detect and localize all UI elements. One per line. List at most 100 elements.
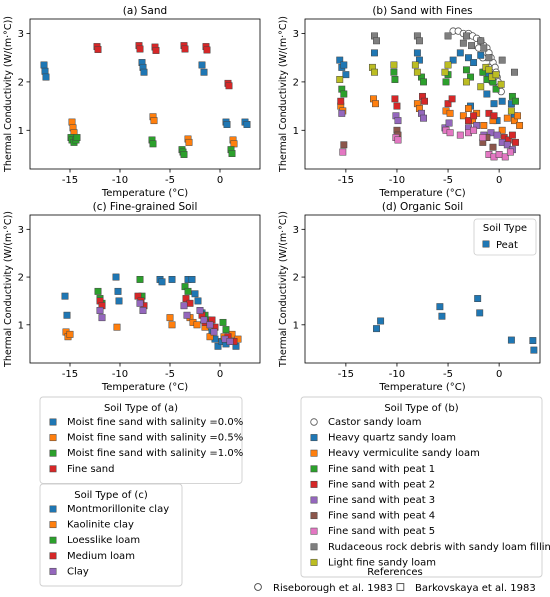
- x-tick-label: -10: [112, 369, 128, 380]
- data-point: [485, 54, 493, 62]
- data-point: [390, 61, 398, 69]
- legend-marker: [310, 543, 318, 551]
- data-point: [530, 346, 538, 354]
- legend-label: Castor sandy loam: [328, 417, 422, 428]
- data-point: [445, 119, 453, 127]
- legend-label: Montmorillonite clay: [67, 504, 169, 515]
- data-point: [514, 112, 521, 120]
- x-tick-label: -10: [389, 175, 405, 186]
- data-point: [479, 134, 487, 141]
- reference-label: Riseborough et al. 1983: [273, 583, 393, 594]
- data-point: [511, 68, 518, 76]
- data-point: [139, 307, 147, 314]
- data-point: [456, 131, 464, 139]
- data-point: [198, 61, 206, 69]
- x-tick-label: -15: [62, 369, 78, 380]
- data-point: [474, 295, 482, 302]
- chart-panel-0: -15 -10 -5 0 1 2 3 (a) Sand Temperature (°C) Ther…: [3, 5, 261, 199]
- legend-frame: [300, 396, 543, 578]
- chart-title: (c) Fine-grained Soil: [93, 201, 198, 213]
- legend-label: Kaolinite clay: [67, 520, 134, 531]
- data-point: [503, 114, 511, 122]
- data-point: [136, 45, 144, 53]
- data-point: [438, 312, 446, 320]
- data-point: [68, 118, 76, 126]
- series-1: [68, 113, 238, 148]
- data-point: [495, 151, 503, 158]
- data-point: [490, 112, 498, 120]
- legend-marker: [310, 465, 318, 473]
- legend-marker: [310, 527, 318, 535]
- series-7: [339, 126, 514, 161]
- chart-panel-2: -15 -10 -5 0 1 2 3 (c) Fine-grained Soil Tempera…: [3, 201, 261, 393]
- data-point: [340, 61, 348, 69]
- data-point: [512, 138, 519, 146]
- series-0: [40, 59, 251, 128]
- data-point: [186, 299, 194, 307]
- data-point: [371, 68, 378, 76]
- data-point: [503, 141, 511, 149]
- data-point: [420, 114, 427, 122]
- data-point: [200, 316, 208, 324]
- data-point: [501, 153, 509, 161]
- data-point: [149, 140, 157, 148]
- data-point: [182, 295, 190, 302]
- data-point: [184, 287, 192, 295]
- data-point: [180, 151, 188, 158]
- data-point: [507, 107, 515, 115]
- data-point: [413, 68, 421, 76]
- data-point: [42, 73, 50, 81]
- chart-title: (b) Sand with Fines: [372, 5, 472, 17]
- data-point: [140, 68, 148, 76]
- data-point: [61, 292, 69, 300]
- x-tick-label: 0: [217, 369, 223, 380]
- data-point: [63, 311, 71, 319]
- y-tick-label: 3: [293, 225, 299, 236]
- data-point: [476, 309, 484, 317]
- legend-label: Peat: [496, 240, 518, 251]
- data-point: [470, 59, 478, 66]
- y-tick-label: 2: [18, 273, 24, 284]
- x-tick-label: -5: [443, 175, 453, 186]
- legend-frame: [39, 483, 183, 587]
- plot-frame: [29, 18, 261, 170]
- legend-label: Fine sand with peat 4: [328, 511, 435, 522]
- data-point: [498, 97, 506, 105]
- data-point: [465, 105, 472, 112]
- data-point: [393, 102, 401, 110]
- data-point: [470, 126, 478, 134]
- series-8: [371, 32, 518, 76]
- data-point: [492, 71, 500, 79]
- data-point: [180, 302, 188, 310]
- data-point: [529, 337, 537, 345]
- legend-marker: [49, 418, 57, 426]
- y-tick-label: 2: [293, 77, 299, 88]
- data-point: [336, 56, 344, 64]
- data-point: [136, 299, 144, 307]
- data-point: [73, 134, 81, 141]
- x-tick-label: -5: [165, 369, 175, 380]
- legend-title: Soil Type of (c): [74, 490, 148, 501]
- legend-marker: [49, 552, 57, 560]
- data-point: [94, 287, 102, 295]
- legend-a-box: Soil Type of (a) Moist fine sand with sal…: [39, 396, 243, 484]
- data-point: [150, 117, 158, 125]
- legend-frame: [39, 396, 243, 484]
- plot-frame: [29, 214, 261, 364]
- data-point: [188, 276, 196, 283]
- legend-label: Fine sand: [67, 464, 115, 475]
- data-point: [230, 140, 238, 148]
- data-point: [168, 276, 176, 283]
- data-point: [493, 131, 501, 139]
- data-point: [66, 330, 74, 338]
- plot-frame: [304, 214, 541, 364]
- legend-c-box: Soil Type of (c) Montmorillonite clay Kaol…: [39, 483, 183, 587]
- data-point: [480, 122, 488, 129]
- data-point: [436, 303, 444, 311]
- data-point: [112, 273, 120, 281]
- references-title: References: [367, 567, 423, 578]
- legend-label: Clay: [67, 566, 89, 577]
- series-3: [93, 42, 233, 90]
- data-point: [338, 109, 346, 117]
- data-point: [444, 32, 452, 40]
